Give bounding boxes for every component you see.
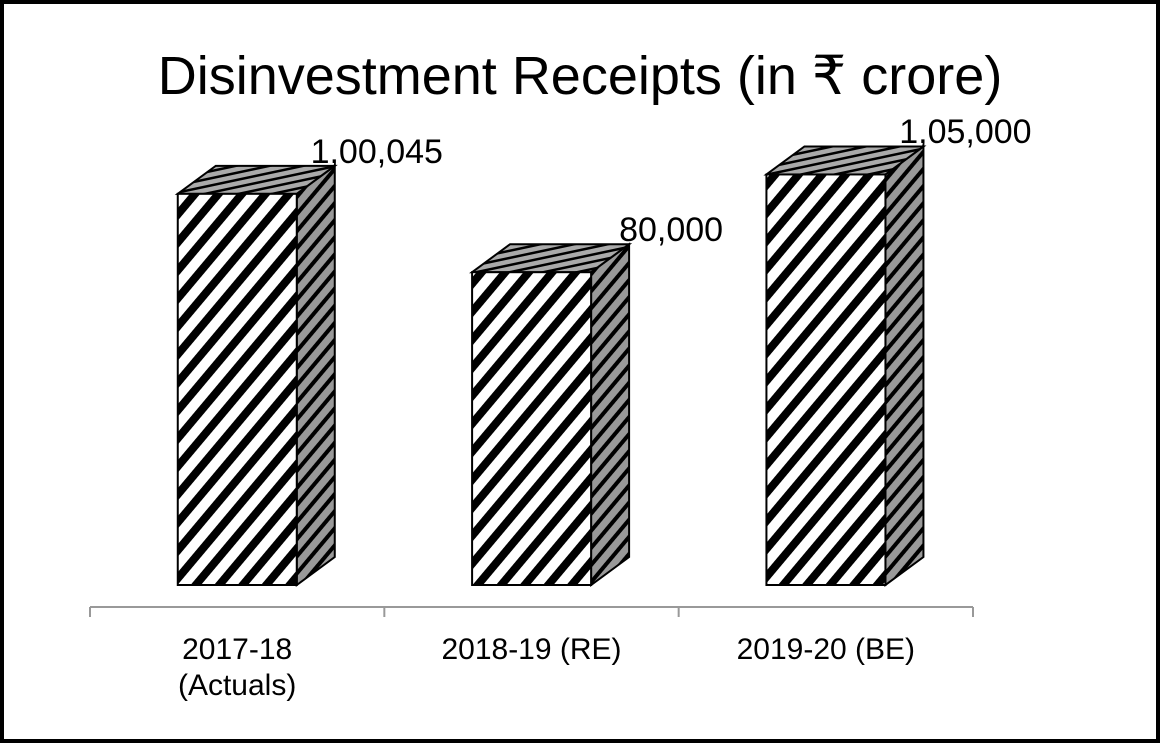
x-tick-label: 2019-20 (BE) [736, 633, 916, 666]
x-tick-label: 2017-18 (Actuals) [177, 633, 297, 702]
bar-side [884, 144, 925, 587]
value-label: 80,000 [619, 211, 724, 250]
bar-front [471, 271, 593, 586]
bar-front [176, 192, 298, 587]
value-label: 1,05,000 [899, 113, 1032, 152]
bar-front [765, 173, 887, 586]
value-label: 1,00,045 [310, 132, 443, 171]
bar [174, 163, 338, 587]
x-tick-label: 2018-19 (RE) [441, 633, 622, 666]
bar-side [295, 163, 336, 587]
chart-title: Disinvestment Receipts (in ₹ crore) [157, 46, 1003, 106]
bar-side [590, 242, 631, 587]
bar [469, 242, 633, 587]
bar [763, 144, 927, 587]
